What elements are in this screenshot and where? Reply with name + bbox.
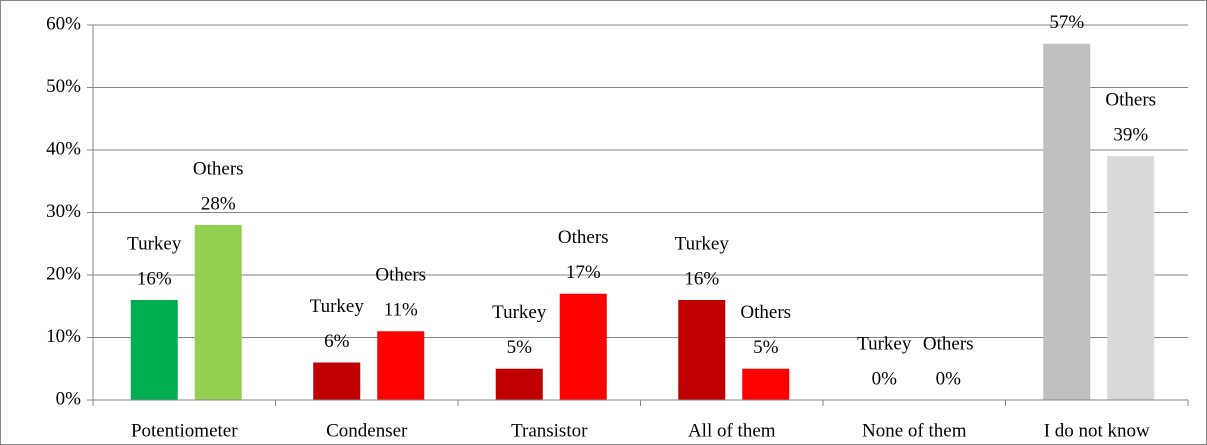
bar bbox=[313, 362, 361, 400]
bar bbox=[1043, 43, 1091, 400]
x-tick-label: All of them bbox=[688, 420, 776, 441]
y-tick-label: 60% bbox=[46, 13, 81, 34]
x-tick-label: None of them bbox=[862, 420, 967, 441]
data-label-name: Others bbox=[740, 302, 791, 323]
bar bbox=[130, 300, 178, 400]
data-label: 16% bbox=[137, 268, 172, 289]
x-tick-label: I do not know bbox=[1044, 420, 1150, 441]
bar bbox=[559, 293, 607, 400]
data-label: 11% bbox=[384, 300, 418, 321]
data-label-name: Others bbox=[193, 158, 244, 179]
data-label-name: Turkey bbox=[310, 296, 365, 317]
data-label-name: Others bbox=[1105, 90, 1156, 111]
data-label: 28% bbox=[201, 193, 236, 214]
data-label-name: Turkey bbox=[492, 302, 547, 323]
bar bbox=[194, 225, 242, 400]
data-label: 39% bbox=[1113, 125, 1148, 146]
x-tick-label: Potentiometer bbox=[131, 420, 238, 441]
y-tick-label: 30% bbox=[46, 201, 81, 222]
data-label: 0% bbox=[872, 368, 898, 389]
data-label-name: Turkey bbox=[857, 333, 912, 354]
y-tick-label: 0% bbox=[56, 388, 82, 409]
bar bbox=[377, 331, 425, 400]
bar bbox=[1107, 156, 1155, 400]
bar bbox=[742, 368, 790, 400]
data-label: 17% bbox=[566, 262, 601, 283]
data-label-name: Others bbox=[558, 227, 609, 248]
data-label: 57% bbox=[1049, 12, 1084, 33]
y-tick-label: 50% bbox=[46, 76, 81, 97]
bar bbox=[678, 300, 726, 400]
data-label: 0% bbox=[936, 368, 962, 389]
data-label: 5% bbox=[753, 337, 779, 358]
x-tick-label: Condenser bbox=[326, 420, 408, 441]
data-label-name: Turkey bbox=[127, 233, 182, 254]
y-tick-label: 20% bbox=[46, 263, 81, 284]
bar bbox=[495, 368, 543, 400]
y-tick-label: 40% bbox=[46, 138, 81, 159]
data-label: 6% bbox=[324, 331, 350, 352]
data-label: 5% bbox=[507, 337, 533, 358]
data-label-name: Others bbox=[923, 333, 974, 354]
data-label-name: Turkey bbox=[675, 233, 730, 254]
x-tick-label: Transistor bbox=[511, 420, 588, 441]
data-label: 16% bbox=[684, 268, 719, 289]
y-tick-label: 10% bbox=[46, 326, 81, 347]
data-label-name: Others bbox=[375, 265, 426, 286]
